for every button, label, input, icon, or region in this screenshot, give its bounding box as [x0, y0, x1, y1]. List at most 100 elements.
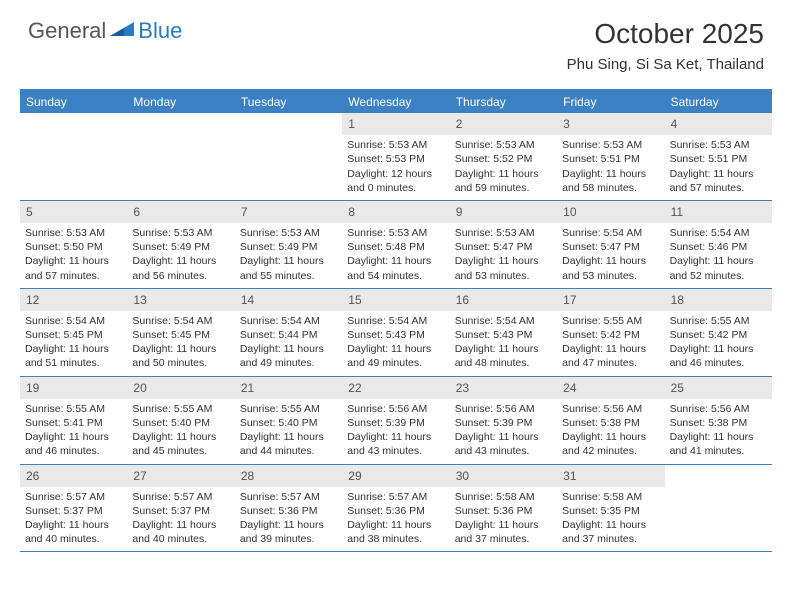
day-cell: 10Sunrise: 5:54 AMSunset: 5:47 PMDayligh… [557, 201, 664, 288]
day-body: Sunrise: 5:53 AMSunset: 5:47 PMDaylight:… [450, 223, 557, 288]
daylight-line: Daylight: 11 hours and 58 minutes. [562, 167, 659, 195]
logo-text-blue: Blue [138, 18, 182, 44]
day-number: 28 [235, 465, 342, 487]
day-number: 3 [557, 113, 664, 135]
sunrise-line: Sunrise: 5:57 AM [240, 490, 337, 504]
week-row: 5Sunrise: 5:53 AMSunset: 5:50 PMDaylight… [20, 201, 772, 289]
day-cell: 5Sunrise: 5:53 AMSunset: 5:50 PMDaylight… [20, 201, 127, 288]
sunset-line: Sunset: 5:39 PM [455, 416, 552, 430]
daylight-line: Daylight: 11 hours and 48 minutes. [455, 342, 552, 370]
sunrise-line: Sunrise: 5:54 AM [670, 226, 767, 240]
calendar: SundayMondayTuesdayWednesdayThursdayFrid… [20, 89, 772, 552]
day-number: 24 [557, 377, 664, 399]
sunrise-line: Sunrise: 5:55 AM [132, 402, 229, 416]
sunset-line: Sunset: 5:53 PM [347, 152, 444, 166]
sunrise-line: Sunrise: 5:55 AM [562, 314, 659, 328]
day-cell: 1Sunrise: 5:53 AMSunset: 5:53 PMDaylight… [342, 113, 449, 200]
location-text: Phu Sing, Si Sa Ket, Thailand [567, 56, 764, 73]
day-number: 10 [557, 201, 664, 223]
day-body: Sunrise: 5:53 AMSunset: 5:52 PMDaylight:… [450, 135, 557, 200]
daylight-line: Daylight: 11 hours and 46 minutes. [670, 342, 767, 370]
day-body: Sunrise: 5:54 AMSunset: 5:43 PMDaylight:… [342, 311, 449, 376]
day-body: Sunrise: 5:57 AMSunset: 5:37 PMDaylight:… [127, 487, 234, 552]
sunset-line: Sunset: 5:48 PM [347, 240, 444, 254]
daylight-line: Daylight: 11 hours and 53 minutes. [562, 254, 659, 282]
sunset-line: Sunset: 5:39 PM [347, 416, 444, 430]
daylight-line: Daylight: 11 hours and 57 minutes. [670, 167, 767, 195]
sunrise-line: Sunrise: 5:53 AM [455, 226, 552, 240]
header: General Blue October 2025 Phu Sing, Si S… [0, 0, 792, 81]
sunrise-line: Sunrise: 5:53 AM [455, 138, 552, 152]
day-cell: 23Sunrise: 5:56 AMSunset: 5:39 PMDayligh… [450, 377, 557, 464]
sunrise-line: Sunrise: 5:54 AM [562, 226, 659, 240]
sunrise-line: Sunrise: 5:54 AM [132, 314, 229, 328]
sunset-line: Sunset: 5:45 PM [25, 328, 122, 342]
daylight-line: Daylight: 11 hours and 40 minutes. [132, 518, 229, 546]
sunset-line: Sunset: 5:40 PM [240, 416, 337, 430]
sunrise-line: Sunrise: 5:54 AM [455, 314, 552, 328]
sunset-line: Sunset: 5:50 PM [25, 240, 122, 254]
day-cell: 27Sunrise: 5:57 AMSunset: 5:37 PMDayligh… [127, 465, 234, 552]
day-cell: 12Sunrise: 5:54 AMSunset: 5:45 PMDayligh… [20, 289, 127, 376]
day-number: 19 [20, 377, 127, 399]
sunset-line: Sunset: 5:37 PM [132, 504, 229, 518]
week-row: 19Sunrise: 5:55 AMSunset: 5:41 PMDayligh… [20, 377, 772, 465]
day-number: 17 [557, 289, 664, 311]
day-body: Sunrise: 5:54 AMSunset: 5:45 PMDaylight:… [127, 311, 234, 376]
day-of-week-cell: Friday [557, 91, 664, 113]
day-number: 30 [450, 465, 557, 487]
day-number: 2 [450, 113, 557, 135]
day-of-week-cell: Tuesday [235, 91, 342, 113]
day-body: Sunrise: 5:55 AMSunset: 5:40 PMDaylight:… [127, 399, 234, 464]
day-body: Sunrise: 5:54 AMSunset: 5:45 PMDaylight:… [20, 311, 127, 376]
day-cell: 6Sunrise: 5:53 AMSunset: 5:49 PMDaylight… [127, 201, 234, 288]
day-number: 6 [127, 201, 234, 223]
sunset-line: Sunset: 5:38 PM [562, 416, 659, 430]
sunset-line: Sunset: 5:36 PM [240, 504, 337, 518]
day-cell: 24Sunrise: 5:56 AMSunset: 5:38 PMDayligh… [557, 377, 664, 464]
sunrise-line: Sunrise: 5:53 AM [25, 226, 122, 240]
day-cell: 30Sunrise: 5:58 AMSunset: 5:36 PMDayligh… [450, 465, 557, 552]
day-body: Sunrise: 5:54 AMSunset: 5:44 PMDaylight:… [235, 311, 342, 376]
day-cell: . [665, 465, 772, 552]
daylight-line: Daylight: 11 hours and 37 minutes. [455, 518, 552, 546]
day-body: Sunrise: 5:54 AMSunset: 5:46 PMDaylight:… [665, 223, 772, 288]
day-body: Sunrise: 5:57 AMSunset: 5:36 PMDaylight:… [235, 487, 342, 552]
day-cell: 14Sunrise: 5:54 AMSunset: 5:44 PMDayligh… [235, 289, 342, 376]
daylight-line: Daylight: 11 hours and 46 minutes. [25, 430, 122, 458]
sunrise-line: Sunrise: 5:53 AM [670, 138, 767, 152]
day-body: Sunrise: 5:57 AMSunset: 5:36 PMDaylight:… [342, 487, 449, 552]
sunset-line: Sunset: 5:36 PM [347, 504, 444, 518]
day-number: 22 [342, 377, 449, 399]
day-body: Sunrise: 5:56 AMSunset: 5:39 PMDaylight:… [342, 399, 449, 464]
sunset-line: Sunset: 5:45 PM [132, 328, 229, 342]
day-cell: . [127, 113, 234, 200]
day-number: 11 [665, 201, 772, 223]
day-body: Sunrise: 5:56 AMSunset: 5:38 PMDaylight:… [665, 399, 772, 464]
day-of-week-cell: Monday [127, 91, 234, 113]
sunset-line: Sunset: 5:49 PM [240, 240, 337, 254]
day-number: 7 [235, 201, 342, 223]
sunset-line: Sunset: 5:38 PM [670, 416, 767, 430]
day-cell: 21Sunrise: 5:55 AMSunset: 5:40 PMDayligh… [235, 377, 342, 464]
logo: General Blue [28, 18, 182, 44]
day-body: Sunrise: 5:55 AMSunset: 5:42 PMDaylight:… [557, 311, 664, 376]
day-cell: 25Sunrise: 5:56 AMSunset: 5:38 PMDayligh… [665, 377, 772, 464]
day-cell: 9Sunrise: 5:53 AMSunset: 5:47 PMDaylight… [450, 201, 557, 288]
day-cell: 11Sunrise: 5:54 AMSunset: 5:46 PMDayligh… [665, 201, 772, 288]
daylight-line: Daylight: 11 hours and 54 minutes. [347, 254, 444, 282]
sunset-line: Sunset: 5:36 PM [455, 504, 552, 518]
day-number: 12 [20, 289, 127, 311]
sunrise-line: Sunrise: 5:55 AM [240, 402, 337, 416]
day-body: Sunrise: 5:55 AMSunset: 5:41 PMDaylight:… [20, 399, 127, 464]
daylight-line: Daylight: 11 hours and 56 minutes. [132, 254, 229, 282]
day-cell: . [235, 113, 342, 200]
day-cell: . [20, 113, 127, 200]
day-number: 9 [450, 201, 557, 223]
day-number: 8 [342, 201, 449, 223]
sunrise-line: Sunrise: 5:56 AM [562, 402, 659, 416]
daylight-line: Daylight: 11 hours and 43 minutes. [455, 430, 552, 458]
sunrise-line: Sunrise: 5:56 AM [455, 402, 552, 416]
day-number: 31 [557, 465, 664, 487]
daylight-line: Daylight: 11 hours and 40 minutes. [25, 518, 122, 546]
